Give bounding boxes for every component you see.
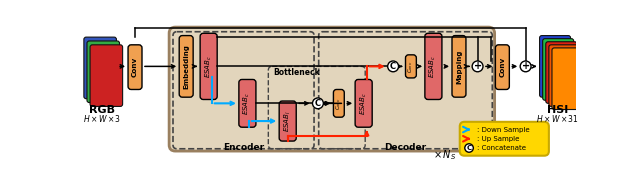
Text: $ESAB_c$: $ESAB_c$	[243, 92, 253, 115]
Text: $C_{onv}$: $C_{onv}$	[406, 60, 415, 73]
FancyBboxPatch shape	[552, 48, 583, 110]
Text: +: +	[474, 61, 482, 71]
Text: Mapping: Mapping	[456, 49, 462, 84]
Text: RGB: RGB	[89, 105, 115, 115]
Text: $ESAB_c$: $ESAB_c$	[428, 55, 438, 78]
Text: : Up Sample: : Up Sample	[477, 136, 519, 142]
Text: $ESAB_l$: $ESAB_l$	[283, 110, 293, 132]
FancyBboxPatch shape	[87, 41, 120, 103]
FancyBboxPatch shape	[495, 45, 509, 89]
FancyBboxPatch shape	[128, 45, 142, 89]
FancyBboxPatch shape	[239, 79, 256, 127]
Text: $ESAB_c$: $ESAB_c$	[358, 92, 369, 115]
Text: $\times\, N_S$: $\times\, N_S$	[433, 148, 456, 162]
Text: HSI: HSI	[547, 105, 568, 115]
Text: $H\times W\times 31$: $H\times W\times 31$	[536, 113, 579, 124]
Text: $H\times W\times 3$: $H\times W\times 3$	[83, 113, 121, 124]
FancyBboxPatch shape	[169, 27, 495, 151]
FancyBboxPatch shape	[460, 122, 549, 156]
FancyBboxPatch shape	[543, 39, 573, 100]
Text: Conv: Conv	[132, 57, 138, 77]
Text: C: C	[315, 99, 321, 108]
FancyBboxPatch shape	[84, 37, 116, 99]
FancyBboxPatch shape	[425, 33, 442, 100]
FancyBboxPatch shape	[406, 55, 417, 78]
FancyBboxPatch shape	[200, 33, 217, 100]
Text: : Concatenate: : Concatenate	[477, 145, 526, 151]
FancyBboxPatch shape	[355, 79, 372, 127]
FancyBboxPatch shape	[279, 101, 296, 141]
Circle shape	[472, 61, 483, 72]
Text: Conv: Conv	[499, 57, 506, 77]
Text: Encoder: Encoder	[223, 143, 264, 152]
Text: $C_{onv}$: $C_{onv}$	[335, 97, 343, 110]
Circle shape	[520, 61, 531, 72]
Text: Decoder: Decoder	[385, 143, 427, 152]
FancyBboxPatch shape	[540, 36, 571, 97]
Text: $ESAB_c$: $ESAB_c$	[204, 55, 214, 78]
Circle shape	[388, 61, 399, 72]
Text: Bottleneck: Bottleneck	[274, 68, 321, 77]
Text: C: C	[390, 62, 396, 71]
FancyBboxPatch shape	[333, 89, 344, 117]
Text: +: +	[522, 61, 530, 71]
FancyBboxPatch shape	[546, 42, 577, 103]
FancyBboxPatch shape	[549, 45, 580, 106]
Circle shape	[312, 98, 323, 109]
Text: C: C	[467, 145, 472, 151]
FancyBboxPatch shape	[90, 45, 123, 106]
FancyBboxPatch shape	[452, 36, 466, 97]
FancyBboxPatch shape	[179, 36, 193, 97]
Text: : Down Sample: : Down Sample	[477, 127, 529, 132]
Circle shape	[465, 144, 474, 152]
Text: Embedding: Embedding	[183, 44, 189, 89]
